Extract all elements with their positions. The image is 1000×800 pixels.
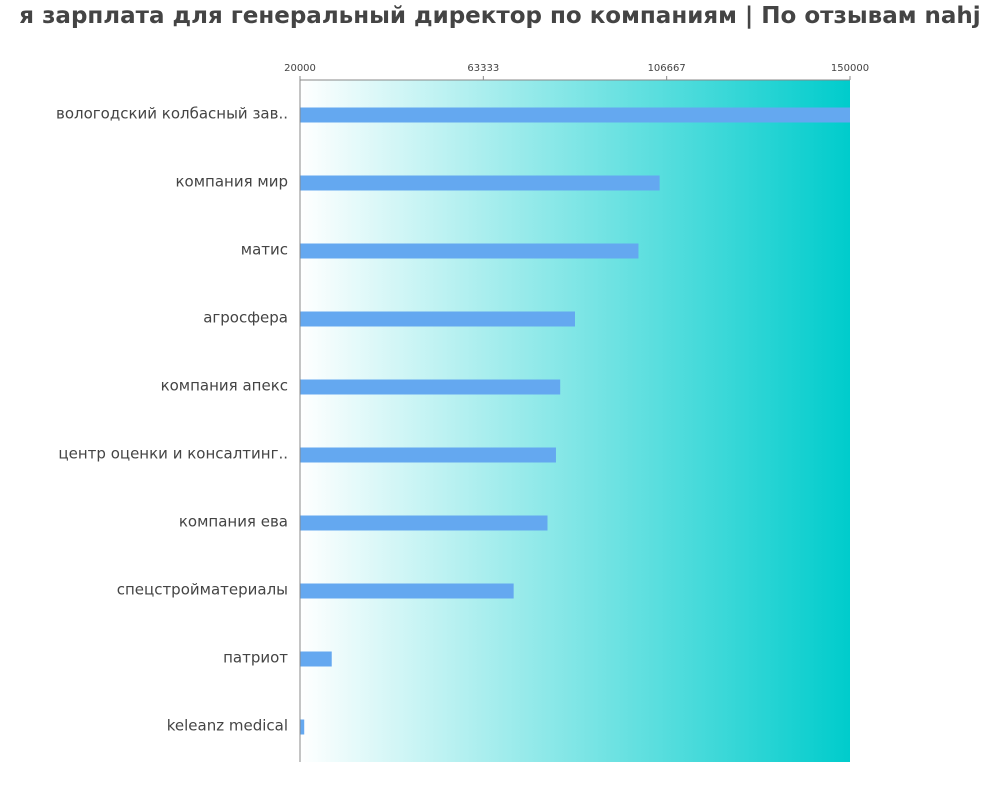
chart-title-text: я зарплата для генеральный директор по к… bbox=[19, 3, 981, 29]
category-label: компания апекс bbox=[161, 377, 288, 395]
plot-background bbox=[300, 80, 850, 762]
category-label: вологодский колбасный зав.. bbox=[56, 105, 288, 123]
x-tick-label: 106667 bbox=[648, 63, 686, 74]
category-label: центр оценки и консалтинг.. bbox=[58, 445, 288, 463]
bar bbox=[300, 379, 561, 395]
category-label: компания ева bbox=[179, 513, 288, 531]
x-tick-label: 150000 bbox=[831, 63, 869, 74]
category-label: патриот bbox=[223, 649, 288, 667]
category-label: спецстройматериалы bbox=[117, 581, 288, 599]
category-label: агросфера bbox=[203, 309, 288, 327]
category-label: компания мир bbox=[176, 173, 289, 191]
bar bbox=[300, 107, 850, 123]
bar bbox=[300, 175, 660, 191]
category-label: keleanz medical bbox=[167, 717, 288, 735]
bar bbox=[300, 583, 514, 599]
bar bbox=[300, 515, 548, 531]
bar bbox=[300, 447, 556, 463]
x-tick-label: 20000 bbox=[284, 63, 316, 74]
bar bbox=[300, 719, 305, 735]
bar bbox=[300, 651, 332, 667]
x-tick-label: 63333 bbox=[467, 63, 499, 74]
category-label: матис bbox=[241, 241, 288, 259]
chart-title: я зарплата для генеральный директор по к… bbox=[0, 0, 1000, 32]
bar bbox=[300, 243, 639, 259]
bar bbox=[300, 311, 575, 327]
